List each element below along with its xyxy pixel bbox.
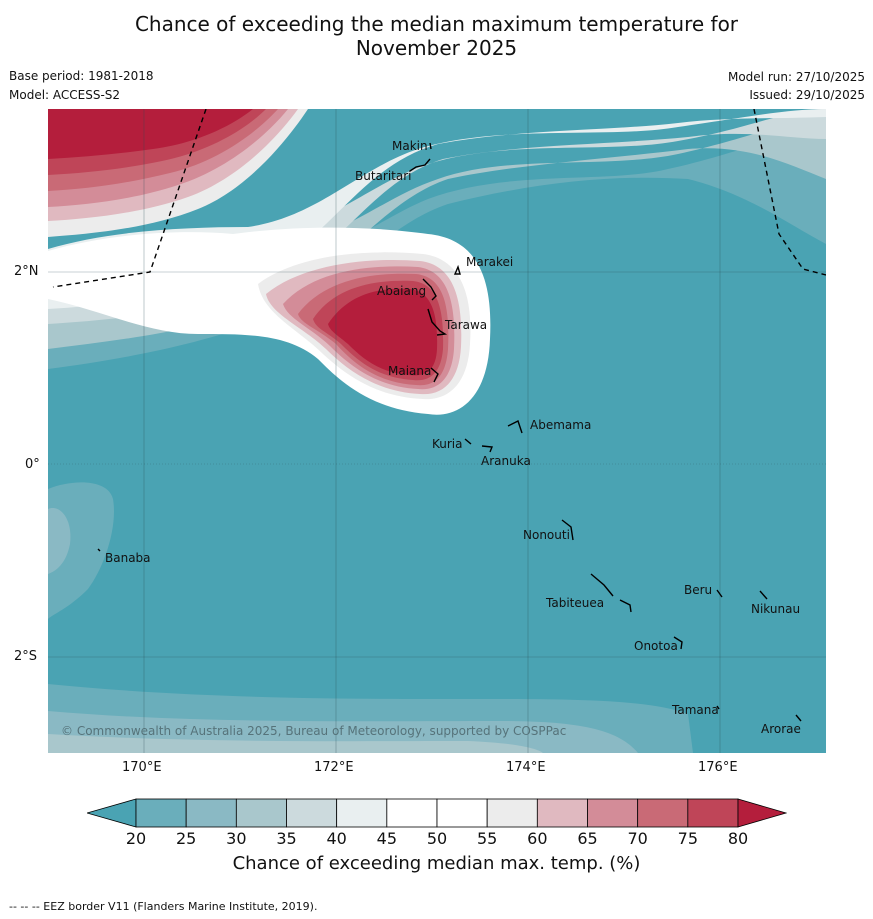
island-nonouti [561,519,574,541]
place-label-aranuka: Aranuka [481,454,531,468]
colorbar-tick-label: 20 [125,829,147,848]
colorbar-tick-label: 50 [426,829,448,848]
colorbar-segment [386,798,438,828]
issued-date: Issued: 29/10/2025 [749,88,865,102]
colorbar-ticks: 20 25 30 35 40 45 50 55 60 65 70 75 80 [0,829,873,851]
island-outlines [97,142,802,722]
colorbar-over-arrow [737,798,788,828]
place-label-onotoa: Onotoa [634,639,678,653]
place-label-makin: Makin [392,139,428,153]
colorbar-segment [185,798,237,828]
island-maiana [430,367,439,383]
colorbar-tick-label: 75 [677,829,698,848]
colorbar-segment [135,798,187,828]
colorbar-tick-label: 30 [226,829,247,848]
map-svg [48,109,826,753]
place-label-abemama: Abemama [530,418,592,432]
colorbar-segment [235,798,287,828]
colorbar-segment [436,798,488,828]
island-kuria [464,438,472,445]
colorbar-segment [486,798,538,828]
island-aranuka [481,445,493,453]
eez-border-east [753,109,826,276]
colorbar-tick-label: 60 [527,829,548,848]
colorbar-under-arrow [85,798,137,828]
place-label-nonouti: Nonouti [523,528,570,542]
colorbar-segment [687,798,739,828]
colorbar-tick-label: 55 [476,829,498,848]
place-label-arorae: Arorae [761,722,801,736]
lat-label-2n: 2°N [14,264,39,279]
colorbar-tick-label: 70 [627,829,648,848]
place-label-tamana: Tamana [672,703,719,717]
island-abemama [507,420,523,434]
island-onotoa [673,636,683,650]
place-label-banaba: Banaba [105,551,151,565]
colorbar-tick-label: 25 [175,829,197,848]
colorbar-tick-label: 45 [376,829,397,848]
island-tamana [716,705,720,710]
place-label-abaiang: Abaiang [377,284,427,298]
model-run: Model run: 27/10/2025 [727,70,865,84]
island-nikunau [759,590,768,600]
contour-band-south-3 [48,734,543,753]
island-butaritari [409,158,431,172]
warm-tongue-80 [328,288,438,376]
lon-label-174e: 174°E [506,760,546,775]
lon-label-170e: 170°E [122,760,162,775]
colorbar-segment [587,798,639,828]
contour-band-west-inner [48,508,71,574]
place-label-maiana: Maiana [388,364,432,378]
colorbar-segment [286,798,338,828]
island-tarawa [427,308,448,336]
forecast-map: Makin Butaritari Marakei Abaiang Tarawa … [48,109,826,753]
chart-title: Chance of exceeding the median maximum t… [0,12,873,60]
colorbar-segment [336,798,388,828]
base-period: Base period: 1981-2018 [9,69,154,83]
island-abaiang [422,278,437,301]
place-label-nikunau: Nikunau [751,602,801,616]
place-label-tabiteuea: Tabiteuea [546,596,605,610]
model-name: Model: ACCESS-S2 [9,88,121,102]
island-banaba [97,548,101,552]
lat-label-equator: 0° [25,457,40,472]
place-label-marakei: Marakei [466,255,514,269]
lat-label-2s: 2°S [14,649,38,664]
place-label-beru: Beru [684,583,713,597]
lon-label-172e: 172°E [314,760,354,775]
eez-borders [52,109,826,288]
island-makin [429,142,432,150]
title-line-2: November 2025 [355,36,518,60]
island-tabiteuea [590,573,632,613]
ocean-base [48,109,826,753]
colorbar-segment [536,798,588,828]
colorbar-tick-label: 80 [727,829,749,848]
place-label-tarawa: Tarawa [445,318,488,332]
copyright-notice: © Commonwealth of Australia 2025, Bureau… [61,724,567,738]
lon-label-176e: 176°E [698,760,738,775]
colorbar-title: Chance of exceeding median max. temp. (%… [232,853,641,874]
eez-footnote: -- -- -- EEZ border V11 (Flanders Marine… [9,900,318,913]
colorbar-segment [637,798,689,828]
eez-border-west [52,109,207,288]
island-marakei [453,264,461,275]
island-arorae [795,714,802,722]
colorbar-tick-label: 35 [276,829,297,848]
place-label-butaritari: Butaritari [355,169,412,183]
title-line-1: Chance of exceeding the median maximum t… [134,12,739,36]
place-label-kuria: Kuria [432,437,463,451]
gridlines [48,109,826,753]
colorbar-tick-label: 40 [326,829,347,848]
colorbar-svg [85,798,788,828]
island-beru [716,589,723,598]
colorbar [85,798,788,828]
colorbar-tick-label: 65 [577,829,598,848]
